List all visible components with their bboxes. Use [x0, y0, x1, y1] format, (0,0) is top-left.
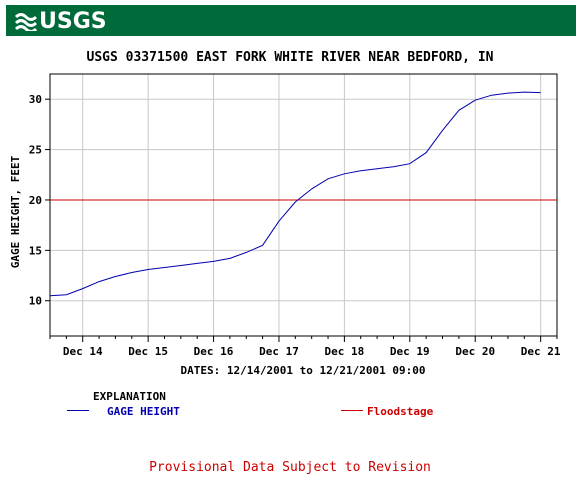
- usgs-header-bar: USGS: [6, 5, 576, 36]
- legend-title: EXPLANATION: [93, 390, 166, 403]
- legend-gage-swatch: [67, 410, 89, 411]
- chart-title: USGS 03371500 EAST FORK WHITE RIVER NEAR…: [87, 50, 494, 65]
- y-axis-label: GAGE HEIGHT, FEET: [9, 155, 22, 268]
- y-tick-label: 15: [29, 244, 42, 257]
- chart-grid: [50, 74, 557, 336]
- usgs-logo-text: USGS: [39, 9, 107, 34]
- x-tick-label: Dec 21: [521, 345, 561, 358]
- x-tick-label: Dec 14: [63, 345, 103, 358]
- y-tick-label: 25: [29, 144, 42, 157]
- x-tick-label: Dec 19: [390, 345, 430, 358]
- y-tick-label: 20: [29, 194, 42, 207]
- x-tick-label: Dec 20: [455, 345, 495, 358]
- plot-frame: [49, 73, 558, 337]
- y-axis-ticks: 10 15 20 25 30: [29, 93, 50, 308]
- legend-gage-label: GAGE HEIGHT: [107, 405, 180, 418]
- x-axis-ticks: Dec 14 Dec 15 Dec 16 Dec 17 Dec 18 Dec 19 Dec …: [49, 336, 561, 358]
- x-tick-label: Dec 17: [259, 345, 299, 358]
- x-axis-label: DATES: 12/14/2001 to 12/21/2001 09:00: [180, 364, 425, 377]
- legend-floodstage-swatch: [341, 410, 363, 411]
- y-tick-label: 10: [29, 295, 42, 308]
- usgs-wave-icon: [14, 11, 38, 37]
- gage-height-series-line: [49, 91, 541, 297]
- x-tick-label: Dec 15: [128, 345, 168, 358]
- legend-floodstage-label: Floodstage: [367, 405, 434, 418]
- provisional-notice: Provisional Data Subject to Revision: [149, 460, 431, 475]
- x-tick-label: Dec 18: [325, 345, 365, 358]
- usgs-logo: USGS: [14, 9, 107, 37]
- y-tick-label: 30: [29, 93, 42, 106]
- x-tick-label: Dec 16: [194, 345, 234, 358]
